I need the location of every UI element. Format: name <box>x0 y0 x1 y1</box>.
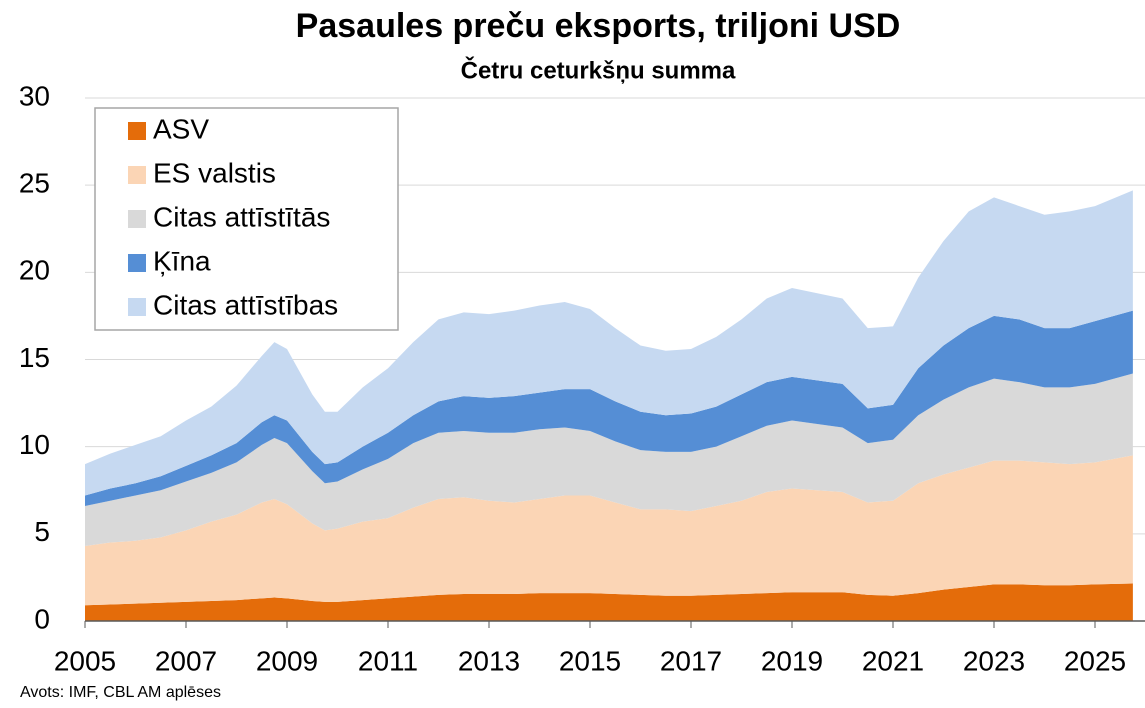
x-tick-label: 2007 <box>155 645 217 676</box>
areas <box>85 190 1133 621</box>
legend-label: Citas attīstītās <box>153 201 330 232</box>
y-tick-label: 20 <box>19 255 50 286</box>
y-tick-label: 30 <box>19 80 50 111</box>
legend-label: ASV <box>153 113 209 144</box>
legend-label: Citas attīstības <box>153 289 338 320</box>
y-tick-label: 10 <box>19 429 50 460</box>
x-tick-label: 2011 <box>358 645 418 676</box>
x-tick-label: 2013 <box>458 645 520 676</box>
y-tick-label: 25 <box>19 168 50 199</box>
chart-title: Pasaules preču eksports, triljoni USD <box>296 7 901 45</box>
y-tick-label: 5 <box>34 516 50 547</box>
legend-swatch <box>128 254 146 272</box>
legend-label: ES valstis <box>153 157 276 188</box>
legend-label: Ķīna <box>153 245 211 276</box>
x-tick-label: 2005 <box>54 645 116 676</box>
x-tick-label: 2019 <box>761 645 823 676</box>
chart-subtitle: Četru ceturkšņu summa <box>461 56 736 84</box>
y-tick-label: 15 <box>19 342 50 373</box>
x-tick-label: 2025 <box>1064 645 1126 676</box>
area <box>85 583 1133 621</box>
legend-swatch <box>128 210 146 228</box>
x-tick-label: 2015 <box>559 645 621 676</box>
x-tick-label: 2021 <box>862 645 924 676</box>
legend-swatch <box>128 166 146 184</box>
area <box>85 190 1133 496</box>
source-note: Avots: IMF, CBL AM aplēses <box>20 684 221 701</box>
x-tick-label: 2023 <box>963 645 1025 676</box>
x-tick-label: 2017 <box>660 645 722 676</box>
legend-swatch <box>128 122 146 140</box>
legend-swatch <box>128 298 146 316</box>
x-tick-label: 2009 <box>256 645 318 676</box>
area <box>85 310 1133 506</box>
legend: ASV ES valstis Citas attīstītās Ķīna Citas a… <box>94 107 399 331</box>
y-tick-label: 0 <box>34 603 50 634</box>
area <box>85 373 1133 547</box>
area <box>85 455 1133 606</box>
